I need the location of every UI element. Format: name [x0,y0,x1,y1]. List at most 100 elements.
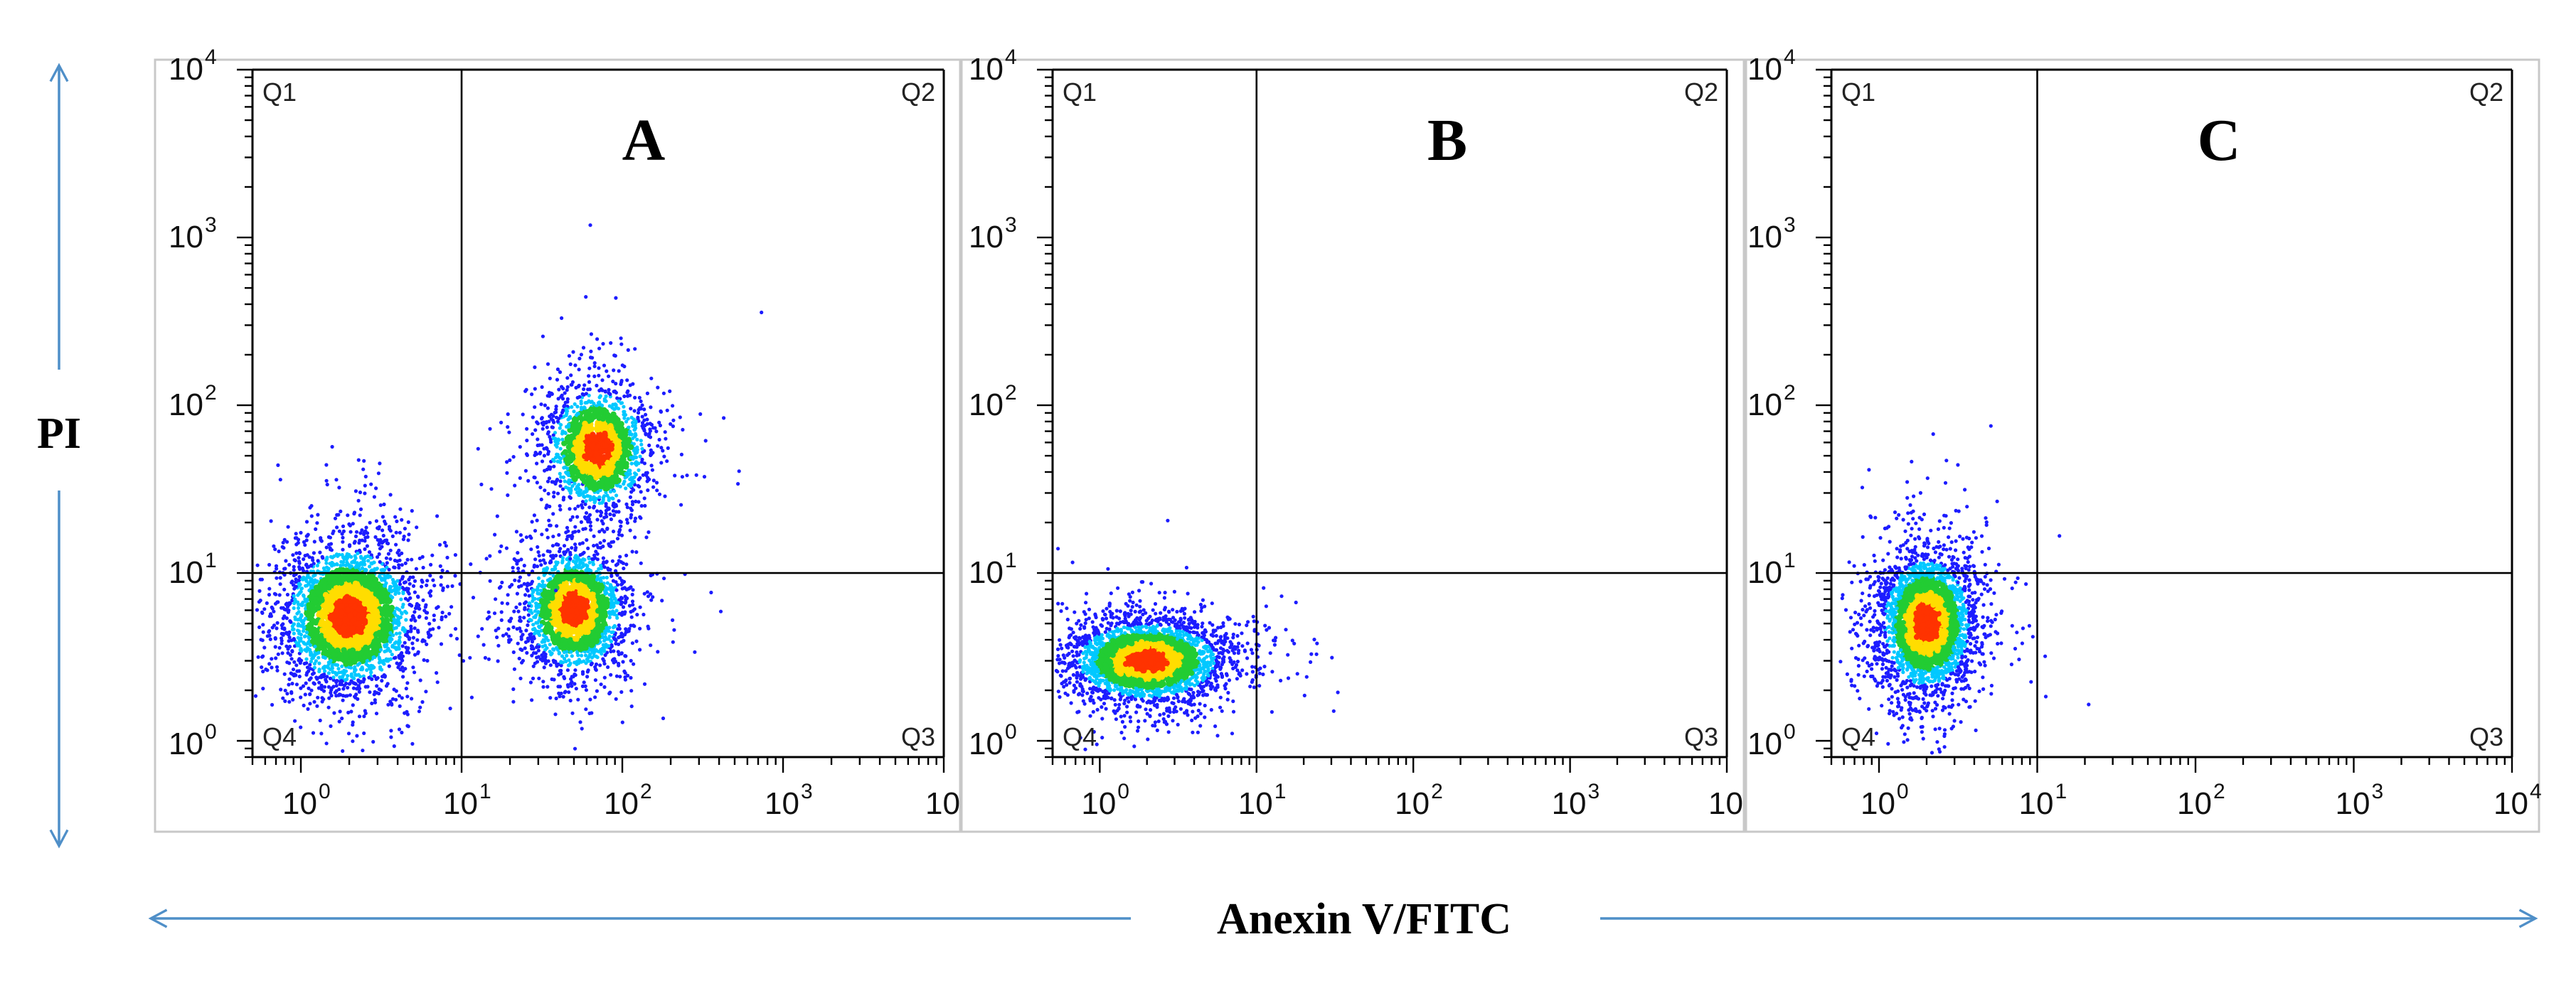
event-dot [329,724,333,729]
event-dot [595,543,599,547]
event-dot [400,577,405,581]
event-dot [346,731,351,736]
event-dot [430,553,435,557]
event-dot [309,676,313,680]
event-dot [524,628,528,633]
event-dot [285,692,289,696]
event-dot [548,376,552,380]
event-dot [600,608,607,614]
event-dot [523,606,527,610]
event-dot [346,513,350,518]
event-dot [362,559,366,564]
event-dot [553,639,560,645]
event-dot [338,709,342,714]
event-dot [361,619,368,626]
event-dot [381,631,388,637]
event-dot [605,559,609,564]
event-dot [291,553,295,557]
event-dot [366,559,371,563]
event-dot [540,385,544,390]
event-dot [436,605,440,609]
event-dot [599,564,603,568]
event-dot [432,613,436,618]
event-dot [624,597,628,602]
event-dot [413,670,417,675]
event-dot [302,540,307,545]
event-dot [607,542,611,546]
event-dot [318,718,322,723]
event-dot [405,712,410,717]
event-dot [563,690,568,694]
event-dot [336,667,341,671]
event-dot [399,652,403,657]
event-dot [298,582,302,586]
event-dot [639,439,643,443]
event-dot [299,649,303,653]
event-dot [403,527,408,531]
event-dot [341,555,346,559]
event-dot [364,525,368,530]
event-dot [630,550,634,554]
event-dot [417,606,421,611]
event-dot [609,672,613,677]
event-dot [281,696,285,700]
event-dot [337,529,341,533]
event-dot [557,550,562,554]
event-dot [294,663,299,668]
event-dot [384,657,388,661]
event-dot [533,661,537,665]
event-dot [306,707,310,712]
event-dot [410,641,415,645]
event-dot [382,584,387,588]
event-dot [678,415,682,419]
event-dot [346,710,351,715]
event-dot [382,502,386,507]
event-dot [308,648,312,652]
event-dot [328,676,333,681]
event-dot [525,439,529,443]
event-dot [265,668,270,672]
event-dot [555,491,560,495]
event-dot [619,596,624,601]
event-dot [334,694,339,698]
event-dot [406,629,410,634]
event-dot [418,705,422,709]
event-dot [386,552,391,556]
event-dot [350,560,354,564]
event-dot [342,650,348,656]
event-dot [397,694,402,698]
event-dot [492,611,497,616]
event-dot [528,618,532,622]
event-dot [331,579,338,586]
event-dot [558,685,563,689]
event-dot [576,504,580,508]
event-dot [294,682,299,687]
event-dot [564,564,568,569]
event-dot [558,669,563,673]
event-dot [580,591,587,597]
event-dot [595,593,602,599]
event-dot [348,575,355,581]
event-dot [543,658,548,662]
event-dot [363,474,368,479]
event-dot [512,667,517,671]
event-dot [594,626,600,633]
event-dot [341,749,345,754]
event-dot [362,731,366,736]
event-dot [649,573,653,578]
event-dot [377,542,381,547]
event-dot [673,473,677,478]
event-dot [276,463,280,468]
event-dot [601,657,605,661]
event-dot [612,501,616,505]
event-dot [586,659,590,663]
event-dot [292,631,296,636]
event-dot [329,597,336,604]
event-dot [624,562,629,567]
event-dot [261,654,265,658]
event-dot [578,643,585,650]
event-dot [316,695,320,699]
event-dot [530,392,534,397]
event-dot [365,544,370,548]
event-dot [309,564,314,568]
